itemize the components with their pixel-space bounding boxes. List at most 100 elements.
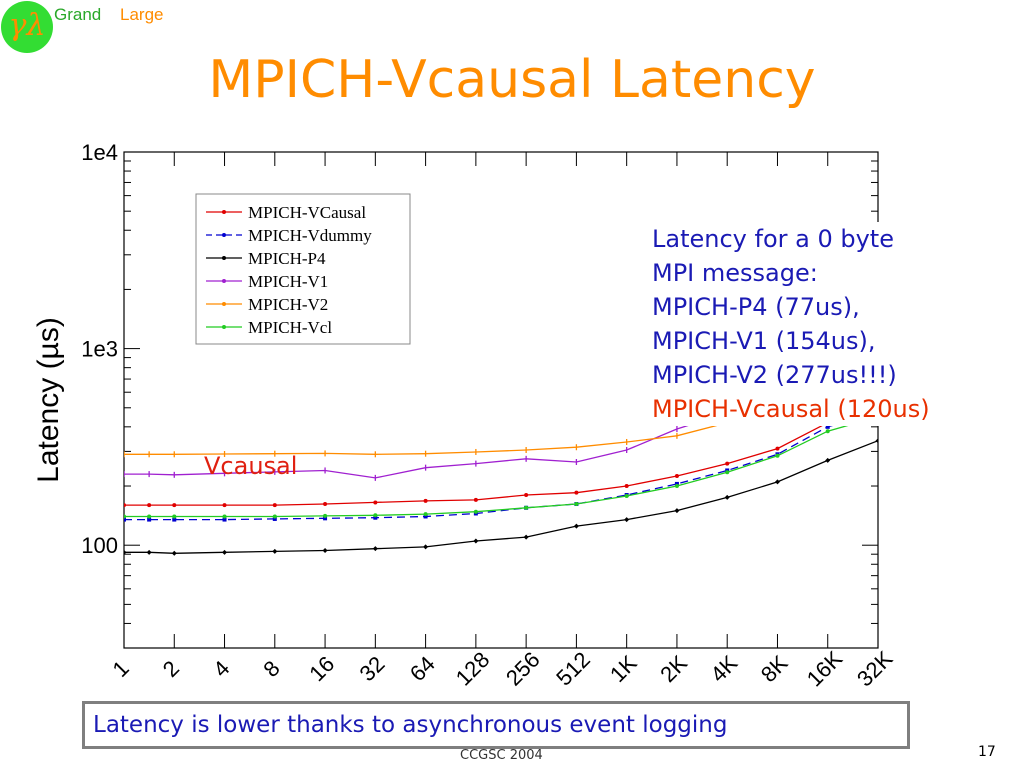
series-point <box>674 481 679 486</box>
series-point <box>322 547 328 553</box>
legend-label: MPICH-Vdummy <box>248 226 372 245</box>
x-tick-label: 64 <box>405 651 440 686</box>
slide-title: MPICH-Vcausal Latency <box>208 50 816 110</box>
legend-marker <box>222 325 226 329</box>
series-point <box>674 473 679 478</box>
x-tick-label: 8K <box>756 650 793 687</box>
series-point <box>523 534 529 540</box>
x-tick-label: 2 <box>158 656 184 682</box>
series-point <box>222 517 227 522</box>
x-tick-label: 2K <box>655 650 692 687</box>
series-point <box>473 538 479 544</box>
legend-marker <box>222 210 226 214</box>
legend-marker <box>222 279 226 283</box>
series-point <box>272 548 278 554</box>
caption-text: Latency is lower thanks to asynchronous … <box>93 712 728 738</box>
caption-box: Latency is lower thanks to asynchronous … <box>82 701 910 749</box>
note-line-6: MPICH-Vcausal (120us) <box>652 395 930 423</box>
series-point <box>724 494 730 500</box>
series-point <box>573 523 579 529</box>
x-tick-label: 1K <box>605 650 642 687</box>
series-point <box>222 549 228 555</box>
legend-marker <box>222 233 226 237</box>
series-point <box>124 549 127 555</box>
series-line <box>124 383 878 455</box>
y-tick-label: 1e4 <box>81 140 118 165</box>
page-number: 17 <box>978 744 996 760</box>
y-tick-label: 1e3 <box>81 337 118 362</box>
logo-gamma-lambda-icon: γλ <box>1 1 53 53</box>
series-point <box>775 453 780 458</box>
series-point <box>725 470 730 475</box>
series-point <box>624 493 629 498</box>
series-point <box>272 503 277 508</box>
series-point <box>875 438 878 444</box>
legend-label: MPICH-V1 <box>248 272 328 291</box>
x-tick-label: 32 <box>355 651 390 686</box>
x-tick-label: 16K <box>802 646 848 692</box>
series-point <box>725 461 730 466</box>
series-line <box>124 408 878 506</box>
series-point <box>674 484 679 489</box>
series-point <box>423 512 428 517</box>
legend-marker <box>222 302 226 306</box>
series-point <box>171 550 177 556</box>
note-line-5: MPICH-V2 (277us!!!) <box>652 361 897 389</box>
series-point <box>124 503 126 508</box>
series-point <box>524 493 529 498</box>
note-line-2: MPI message: <box>652 259 818 287</box>
x-tick-label: 16 <box>304 651 339 686</box>
series-point <box>172 514 177 519</box>
series-point <box>323 516 328 521</box>
series-point <box>624 484 629 489</box>
note-line-1: Latency for a 0 byte <box>652 225 894 253</box>
series-line <box>124 412 878 521</box>
y-axis-label: Latency (µs) <box>32 317 65 483</box>
series-point <box>825 429 830 434</box>
series-point <box>473 509 478 514</box>
series-point <box>524 505 529 510</box>
series-point <box>124 517 126 522</box>
legend-label: MPICH-P4 <box>248 249 326 268</box>
series-point <box>272 514 277 519</box>
x-tick-label: 8 <box>258 656 284 682</box>
series-point <box>172 503 177 508</box>
series-point <box>147 503 152 508</box>
logo-word-large: Large <box>120 5 164 24</box>
x-tick-label: 128 <box>451 647 495 691</box>
series-point <box>423 498 428 503</box>
series-point <box>146 549 152 555</box>
series-point <box>222 514 227 519</box>
vcausal-annotation: Vcausal <box>204 452 298 480</box>
series-point <box>124 514 126 519</box>
x-tick-label: 4K <box>706 650 743 687</box>
logo-word-grand: Grand <box>54 5 102 24</box>
series-point <box>373 513 378 518</box>
series-point <box>775 446 780 451</box>
legend-label: MPICH-VCausal <box>248 203 366 222</box>
series-line <box>124 440 878 554</box>
series-point <box>147 517 152 522</box>
series-point <box>147 514 152 519</box>
x-tick-label: 32K <box>852 646 898 692</box>
series-point <box>423 544 429 550</box>
series-point <box>323 502 328 507</box>
y-tick-label: 100 <box>81 533 118 558</box>
series-point <box>373 500 378 505</box>
series-point <box>373 515 378 520</box>
latency-note: Latency for a 0 byte MPI message: MPICH-… <box>652 222 1012 426</box>
x-tick-label: 256 <box>501 647 545 691</box>
grand-large-logo: γλ Grand Large <box>0 0 200 60</box>
x-tick-label: 4 <box>208 656 234 682</box>
series-point <box>825 457 831 463</box>
series-point <box>222 503 227 508</box>
series-point <box>172 517 177 522</box>
series-point <box>574 490 579 495</box>
series-group <box>124 359 878 556</box>
legend-label: MPICH-Vcl <box>248 318 332 337</box>
legend-box <box>195 193 411 345</box>
x-tick-label: 512 <box>551 647 595 691</box>
series-point <box>624 517 630 523</box>
note-line-4: MPICH-V1 (154us), <box>652 327 876 355</box>
series-point <box>323 513 328 518</box>
